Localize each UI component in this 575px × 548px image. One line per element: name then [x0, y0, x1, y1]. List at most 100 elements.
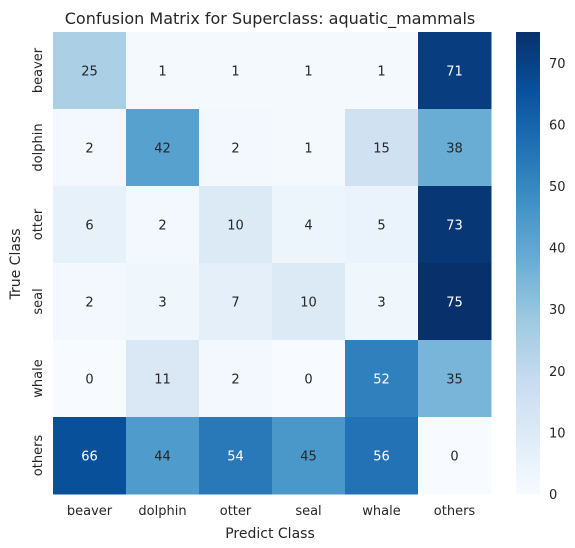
cell-value-label: 45: [300, 450, 317, 465]
cell-value-label: 56: [373, 450, 390, 465]
y-tick-label: seal: [31, 288, 46, 314]
heatmap-cell: [418, 109, 492, 187]
colorbar-tick-label: 20: [549, 365, 566, 380]
colorbar-tick-label: 70: [549, 57, 566, 72]
heatmap-cell: [126, 340, 200, 418]
colorbar-tick-label: 10: [549, 426, 566, 441]
cell-value-label: 1: [304, 142, 312, 157]
heatmap-cell: [199, 32, 273, 110]
heatmap-cell: [199, 263, 273, 341]
chart-title: Confusion Matrix for Superclass: aquatic…: [65, 9, 476, 29]
y-tick-label: beaver: [31, 47, 46, 93]
cell-value-label: 4: [304, 219, 312, 234]
heatmap-cell: [53, 109, 127, 187]
heatmap-cell: [126, 263, 200, 341]
heatmap-cell: [53, 32, 127, 110]
cell-value-label: 0: [304, 373, 312, 388]
cell-value-label: 38: [446, 142, 463, 157]
heatmap-cell: [272, 109, 346, 187]
cell-value-label: 71: [446, 65, 463, 80]
heatmap-cell: [272, 263, 346, 341]
cell-value-label: 2: [231, 142, 239, 157]
cell-value-label: 7: [231, 296, 239, 311]
cell-value-label: 35: [446, 373, 463, 388]
heatmap-cell: [418, 417, 492, 495]
heatmap-cell: [272, 186, 346, 264]
cell-value-label: 2: [85, 142, 93, 157]
cell-value-label: 5: [377, 219, 385, 234]
heatmap-cell: [418, 340, 492, 418]
cell-value-label: 75: [446, 296, 463, 311]
heatmap-cell: [199, 186, 273, 264]
heatmap-cell: [126, 109, 200, 187]
cell-value-label: 2: [158, 219, 166, 234]
heatmap-cell: [126, 186, 200, 264]
heatmap-cell: [272, 32, 346, 110]
cell-value-label: 25: [81, 65, 98, 80]
heatmap-cell: [53, 417, 127, 495]
cell-value-label: 1: [158, 65, 166, 80]
cell-value-label: 2: [231, 373, 239, 388]
heatmap-cell: [345, 263, 419, 341]
heatmap-cell: [199, 417, 273, 495]
heatmap-cell: [53, 186, 127, 264]
x-tick-label: dolphin: [138, 504, 186, 519]
heatmap-cell: [345, 109, 419, 187]
x-tick-labels: beaver dolphin otter seal whale others: [67, 504, 476, 519]
cell-value-label: 10: [300, 296, 317, 311]
cell-value-label: 1: [377, 65, 385, 80]
cell-value-label: 15: [373, 142, 390, 157]
colorbar-tick-label: 50: [549, 180, 566, 195]
x-tick-label: beaver: [67, 504, 113, 519]
heatmap-cell: [272, 340, 346, 418]
heatmap-cells: 25 1 1 1 1 712 42 2 1 15 386 2 10 4 5 732 3 7 10 3 750 11 2 0 52…: [53, 32, 492, 495]
cell-value-label: 73: [446, 219, 463, 234]
x-tick-label: otter: [220, 504, 252, 519]
heatmap-cell: [345, 186, 419, 264]
cell-value-label: 0: [450, 450, 458, 465]
x-tick-label: whale: [362, 504, 400, 519]
cell-value-label: 42: [154, 142, 171, 157]
y-tick-label: whale: [31, 359, 46, 397]
cell-value-label: 10: [227, 219, 244, 234]
cell-value-label: 0: [85, 373, 93, 388]
cell-value-label: 1: [231, 65, 239, 80]
y-tick-label: dolphin: [31, 123, 46, 171]
cell-value-label: 6: [85, 219, 93, 234]
colorbar-tick-label: 40: [549, 242, 566, 257]
heatmap-cell: [345, 340, 419, 418]
colorbar-tick-label: 30: [549, 303, 566, 318]
x-tick-label: others: [434, 504, 476, 519]
y-tick-label: others: [31, 435, 46, 477]
colorbar-tick-label: 60: [549, 118, 566, 133]
heatmap-cell: [418, 186, 492, 264]
cell-value-label: 54: [227, 450, 244, 465]
heatmap-cell: [126, 417, 200, 495]
cell-value-label: 66: [81, 450, 98, 465]
cell-value-label: 11: [154, 373, 171, 388]
heatmap-cell: [345, 417, 419, 495]
y-tick-labels: beaver dolphin otter seal whale others: [31, 47, 46, 476]
y-tick-label: otter: [31, 208, 46, 240]
heatmap-cell: [418, 263, 492, 341]
x-axis-label: Predict Class: [225, 526, 315, 542]
heatmap-cell: [199, 340, 273, 418]
cell-value-label: 44: [154, 450, 171, 465]
colorbar-ticks: 0 10 20 30 40 50 60 70: [549, 57, 566, 503]
heatmap-cell: [272, 417, 346, 495]
colorbar-tick-label: 0: [549, 488, 557, 503]
heatmap-cell: [418, 32, 492, 110]
cell-value-label: 3: [158, 296, 166, 311]
cell-value-label: 2: [85, 296, 93, 311]
y-axis-label: True Class: [8, 228, 24, 300]
x-tick-label: seal: [295, 504, 321, 519]
heatmap-cell: [345, 32, 419, 110]
heatmap-cell: [199, 109, 273, 187]
colorbar: [516, 32, 540, 494]
heatmap-cell: [126, 32, 200, 110]
cell-value-label: 1: [304, 65, 312, 80]
heatmap-cell: [53, 340, 127, 418]
cell-value-label: 52: [373, 373, 390, 388]
heatmap-cell: [53, 263, 127, 341]
